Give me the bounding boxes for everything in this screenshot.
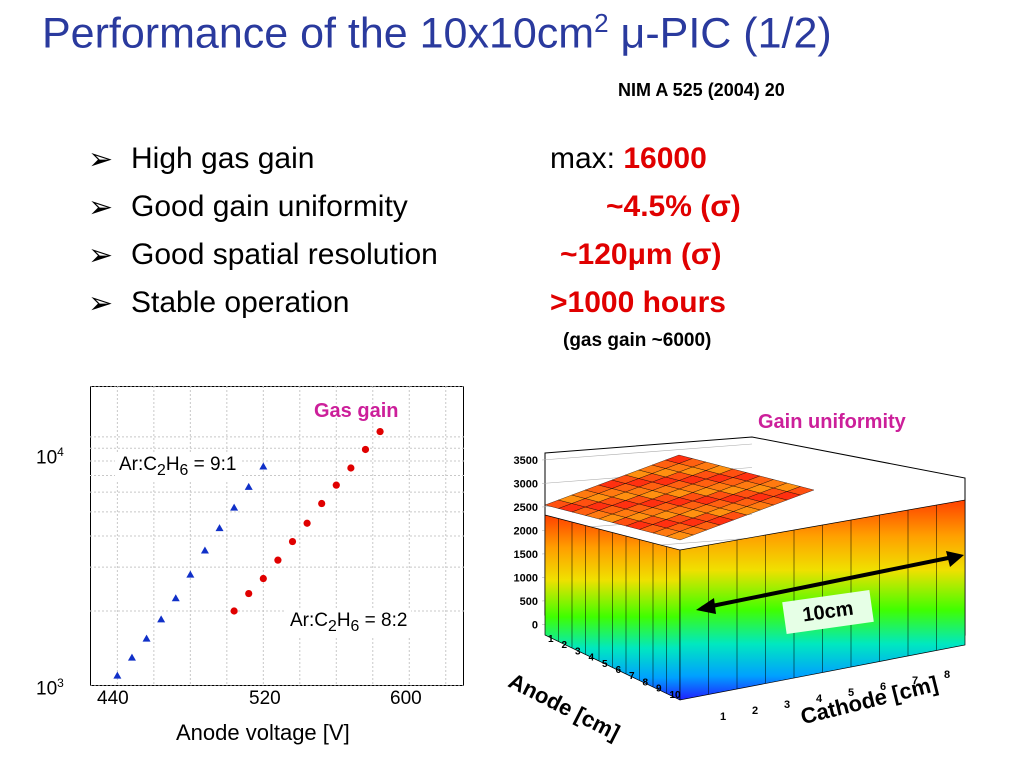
point-s1-4 <box>288 537 297 546</box>
span-arrow-line <box>701 554 959 610</box>
reference: NIM A 525 (2004) 20 <box>618 80 785 100</box>
legend-8-2: Ar:C2H6 = 8:2 <box>286 608 412 638</box>
point-s0-0 <box>113 671 122 679</box>
anode-tick-8: 9 <box>656 684 662 695</box>
point-s0-10 <box>259 462 268 470</box>
point-s0-9 <box>244 482 253 490</box>
anode-tick-6: 7 <box>629 671 635 682</box>
gas-gain-plot <box>90 386 464 686</box>
z-tick-1: 3000 <box>514 479 538 491</box>
point-s0-1 <box>127 653 136 661</box>
cathode-tick-0: 1 <box>720 711 726 723</box>
point-s1-2 <box>259 574 267 583</box>
point-s1-3 <box>274 556 282 564</box>
cathode-tick-3: 4 <box>816 693 823 705</box>
point-s1-10 <box>376 427 384 436</box>
anode-tick-9: 10 <box>670 690 682 701</box>
arrow-icon: ➢ <box>88 287 114 320</box>
point-s1-7 <box>332 481 340 489</box>
z-tick-0: 3500 <box>514 455 538 467</box>
point-s1-8 <box>347 464 355 472</box>
z-tick-4: 1500 <box>514 549 538 561</box>
cathode-tick-1: 2 <box>752 705 758 717</box>
point-s0-7 <box>215 524 224 532</box>
cathode-tick-4: 5 <box>848 687 854 699</box>
x-axis-label: Anode voltage [V] <box>176 720 350 745</box>
arrow-icon: ➢ <box>88 191 114 224</box>
arrow-icon: ➢ <box>88 239 114 272</box>
anode-tick-0: 1 <box>548 634 554 645</box>
cathode-tick-5: 6 <box>880 681 886 693</box>
legend-9-1: Ar:C2H6 = 9:1 <box>115 452 241 482</box>
anode-tick-2: 3 <box>575 646 581 657</box>
span-arrow-left-head <box>696 598 716 614</box>
arrow-icon: ➢ <box>88 143 114 176</box>
z-tick-2: 2500 <box>514 502 538 514</box>
top-tile-99 <box>786 486 815 496</box>
point-s1-1 <box>245 589 253 598</box>
anode-tick-3: 4 <box>589 653 595 664</box>
z-tick-5: 1000 <box>514 573 538 585</box>
cathode-tick-6: 7 <box>912 675 918 687</box>
gas-gain-note: (gas gain ~6000) <box>563 330 712 351</box>
point-s1-9 <box>361 445 370 454</box>
anode-tick-7: 8 <box>643 677 649 688</box>
y-tick-1e3: 103 <box>36 676 64 700</box>
gas-gain-label: Gas gain <box>314 400 399 422</box>
z-tick-6: 500 <box>520 596 538 608</box>
y-tick-1e4: 104 <box>36 445 64 469</box>
point-s0-8 <box>230 503 239 511</box>
x-tick-600: 600 <box>390 688 422 709</box>
x-tick-520: 520 <box>249 688 281 709</box>
cathode-tick-7: 8 <box>944 669 950 681</box>
x-tick-440: 440 <box>97 688 129 709</box>
point-s0-4 <box>171 594 180 602</box>
anode-tick-1: 2 <box>562 640 568 651</box>
point-s1-0 <box>230 607 238 615</box>
z-grid-0 <box>541 443 753 461</box>
point-s0-6 <box>200 546 209 554</box>
point-s1-6 <box>318 499 326 508</box>
point-s0-5 <box>186 570 195 578</box>
point-s1-5 <box>303 519 311 527</box>
z-tick-3: 2000 <box>514 526 538 538</box>
point-s0-2 <box>142 634 151 642</box>
point-s0-3 <box>157 615 166 623</box>
anode-tick-4: 5 <box>602 659 608 670</box>
anode-tick-5: 6 <box>616 665 622 676</box>
z-tick-7: 0 <box>532 620 538 632</box>
gain-uniformity-label: Gain uniformity <box>758 411 906 433</box>
span-arrow-right-head <box>946 551 964 567</box>
cathode-tick-2: 3 <box>784 699 790 711</box>
slide-title: Performance of the 10x10cm2 μ-PIC (1/2) <box>42 8 832 58</box>
